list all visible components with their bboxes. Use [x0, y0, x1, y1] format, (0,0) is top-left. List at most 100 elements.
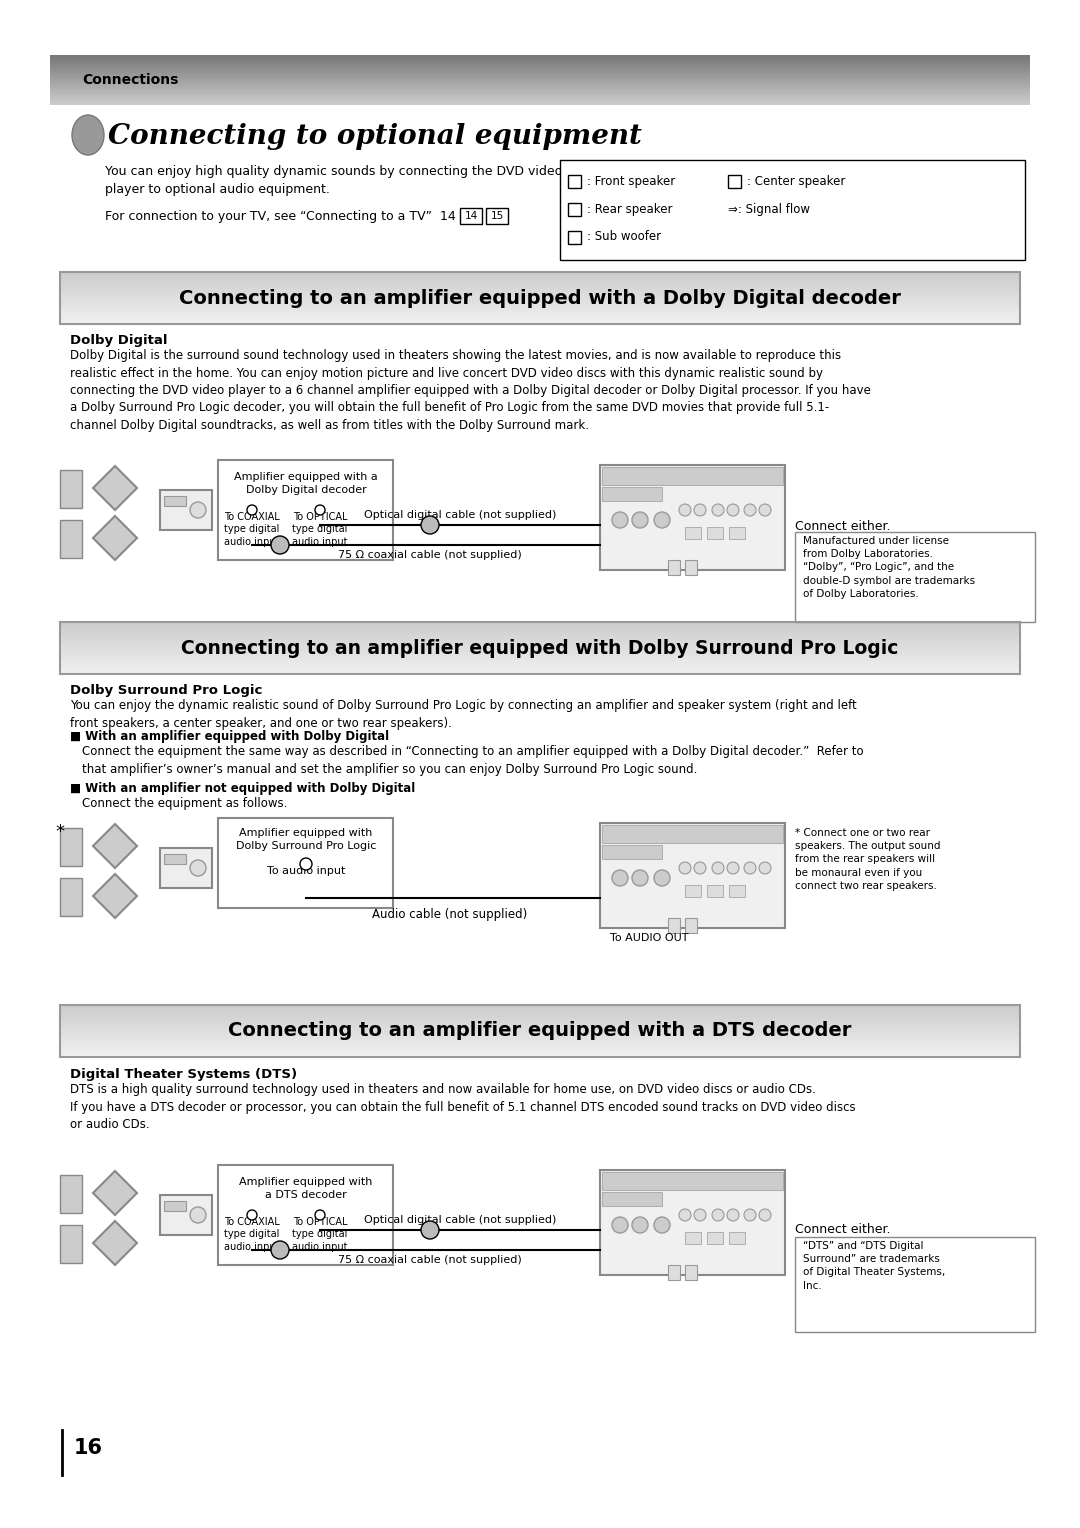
Circle shape: [744, 1209, 756, 1221]
FancyBboxPatch shape: [602, 845, 662, 859]
FancyBboxPatch shape: [602, 1192, 662, 1206]
FancyBboxPatch shape: [795, 1238, 1035, 1332]
FancyBboxPatch shape: [728, 176, 741, 188]
FancyBboxPatch shape: [602, 468, 783, 484]
Circle shape: [694, 504, 706, 516]
Polygon shape: [93, 466, 137, 510]
Text: Connect either.: Connect either.: [795, 1222, 891, 1236]
Text: DTS is a high quality surround technology used in theaters and now available for: DTS is a high quality surround technolog…: [70, 1083, 855, 1131]
Text: You can enjoy the dynamic realistic sound of Dolby Surround Pro Logic by connect: You can enjoy the dynamic realistic soun…: [70, 698, 856, 729]
FancyBboxPatch shape: [561, 160, 1025, 260]
FancyBboxPatch shape: [685, 1232, 701, 1244]
FancyBboxPatch shape: [60, 1225, 82, 1264]
Text: ■ With an amplifier equipped with Dolby Digital: ■ With an amplifier equipped with Dolby …: [70, 730, 389, 743]
Circle shape: [712, 1209, 724, 1221]
Circle shape: [727, 504, 739, 516]
FancyBboxPatch shape: [218, 817, 393, 908]
Text: 75 Ω coaxial cable (not supplied): 75 Ω coaxial cable (not supplied): [338, 550, 522, 559]
Text: 14: 14: [464, 211, 477, 222]
FancyBboxPatch shape: [729, 527, 745, 539]
FancyBboxPatch shape: [568, 176, 581, 188]
Text: You can enjoy high quality dynamic sounds by connecting the DVD video
player to : You can enjoy high quality dynamic sound…: [105, 165, 563, 196]
Text: To audio input: To audio input: [267, 866, 346, 876]
Circle shape: [190, 1207, 206, 1222]
Polygon shape: [93, 516, 137, 559]
FancyBboxPatch shape: [160, 490, 212, 530]
Polygon shape: [93, 1170, 137, 1215]
Text: Optical digital cable (not supplied): Optical digital cable (not supplied): [364, 510, 556, 520]
Circle shape: [712, 504, 724, 516]
Text: Connecting to an amplifier equipped with a DTS decoder: Connecting to an amplifier equipped with…: [228, 1022, 852, 1041]
Text: ■ With an amplifier not equipped with Dolby Digital: ■ With an amplifier not equipped with Do…: [70, 782, 415, 795]
Circle shape: [612, 869, 627, 886]
FancyBboxPatch shape: [164, 854, 186, 863]
Text: Connecting to optional equipment: Connecting to optional equipment: [108, 122, 642, 150]
Text: For connection to your TV, see “Connecting to a TV”  14   15 .: For connection to your TV, see “Connecti…: [105, 209, 491, 223]
Circle shape: [315, 1210, 325, 1219]
FancyBboxPatch shape: [60, 828, 82, 866]
Circle shape: [654, 512, 670, 529]
Text: 15: 15: [490, 211, 503, 222]
Circle shape: [421, 516, 438, 533]
Circle shape: [247, 1210, 257, 1219]
Text: Connect the equipment the same way as described in “Connecting to an amplifier e: Connect the equipment the same way as de…: [82, 746, 864, 776]
FancyBboxPatch shape: [160, 848, 212, 888]
Circle shape: [694, 1209, 706, 1221]
FancyBboxPatch shape: [685, 527, 701, 539]
FancyBboxPatch shape: [669, 918, 680, 934]
Circle shape: [271, 1241, 289, 1259]
FancyBboxPatch shape: [218, 460, 393, 559]
Text: Manufactured under license
from Dolby Laboratories.
“Dolby”, “Pro Logic”, and th: Manufactured under license from Dolby La…: [804, 536, 975, 599]
FancyBboxPatch shape: [568, 231, 581, 244]
FancyBboxPatch shape: [568, 203, 581, 215]
Text: : Front speaker: : Front speaker: [588, 174, 675, 188]
FancyBboxPatch shape: [60, 471, 82, 507]
Polygon shape: [93, 1221, 137, 1265]
Text: 16: 16: [75, 1438, 103, 1458]
Circle shape: [315, 504, 325, 515]
Polygon shape: [93, 824, 137, 868]
Text: Amplifier equipped with
Dolby Surround Pro Logic: Amplifier equipped with Dolby Surround P…: [235, 828, 376, 851]
FancyBboxPatch shape: [218, 1164, 393, 1265]
FancyBboxPatch shape: [685, 1265, 697, 1280]
Text: “DTS” and “DTS Digital
Surround” are trademarks
of Digital Theater Systems,
Inc.: “DTS” and “DTS Digital Surround” are tra…: [804, 1241, 945, 1291]
Text: Connect either.: Connect either.: [795, 520, 891, 533]
FancyBboxPatch shape: [602, 825, 783, 843]
Circle shape: [632, 512, 648, 529]
Text: Dolby Surround Pro Logic: Dolby Surround Pro Logic: [70, 685, 262, 697]
Circle shape: [612, 1216, 627, 1233]
Circle shape: [759, 1209, 771, 1221]
Circle shape: [247, 504, 257, 515]
Circle shape: [679, 862, 691, 874]
Text: : Sub woofer: : Sub woofer: [588, 231, 661, 243]
Text: Connecting to an amplifier equipped with Dolby Surround Pro Logic: Connecting to an amplifier equipped with…: [181, 639, 899, 657]
FancyBboxPatch shape: [60, 879, 82, 915]
FancyBboxPatch shape: [602, 487, 662, 501]
Text: Optical digital cable (not supplied): Optical digital cable (not supplied): [364, 1215, 556, 1225]
FancyBboxPatch shape: [685, 885, 701, 897]
Circle shape: [654, 1216, 670, 1233]
Text: Connections: Connections: [82, 73, 178, 87]
FancyBboxPatch shape: [707, 885, 723, 897]
Circle shape: [727, 862, 739, 874]
Circle shape: [300, 859, 312, 869]
Circle shape: [744, 504, 756, 516]
Text: Dolby Digital: Dolby Digital: [70, 335, 167, 347]
FancyBboxPatch shape: [729, 885, 745, 897]
Polygon shape: [93, 874, 137, 918]
FancyBboxPatch shape: [600, 824, 785, 927]
Text: *: *: [55, 824, 64, 840]
FancyBboxPatch shape: [669, 559, 680, 575]
Text: 75 Ω coaxial cable (not supplied): 75 Ω coaxial cable (not supplied): [338, 1254, 522, 1265]
Circle shape: [679, 504, 691, 516]
FancyBboxPatch shape: [486, 208, 508, 225]
Text: Amplifier equipped with a
Dolby Digital decoder: Amplifier equipped with a Dolby Digital …: [234, 472, 378, 495]
FancyBboxPatch shape: [729, 1232, 745, 1244]
Text: To OPTICAL
type digital
audio input: To OPTICAL type digital audio input: [293, 512, 348, 547]
Circle shape: [612, 512, 627, 529]
FancyBboxPatch shape: [795, 532, 1035, 622]
FancyBboxPatch shape: [600, 1170, 785, 1274]
FancyBboxPatch shape: [600, 465, 785, 570]
Text: Connecting to an amplifier equipped with a Dolby Digital decoder: Connecting to an amplifier equipped with…: [179, 289, 901, 307]
Text: : Rear speaker: : Rear speaker: [588, 203, 673, 215]
